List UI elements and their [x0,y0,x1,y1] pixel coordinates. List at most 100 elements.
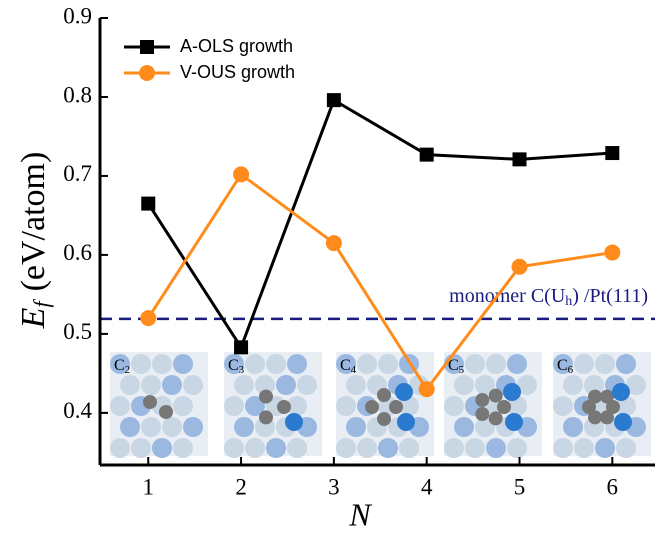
data-point [604,245,620,261]
inset-carbon [365,400,379,414]
data-point [141,197,155,211]
y-tick-label: 0.4 [63,398,92,423]
inset-atom [454,417,474,437]
inset-carbon [588,390,602,404]
inset-atom [595,354,615,374]
inset-atom [110,396,130,416]
legend-marker [139,65,155,81]
inset-atom [595,438,615,458]
data-point [327,93,341,107]
inset-atom [131,438,151,458]
reference-label-post: ) /Pt(111) [572,284,648,306]
inset-atom [245,354,265,374]
y-tick-label: 0.9 [63,3,92,28]
reference-label: monomer C(Uh) /Pt(111) [449,284,648,309]
y-tick-label: 0.6 [63,240,92,265]
inset-atom [454,375,474,395]
inset-label-sub: 6 [568,364,574,376]
page: {"chart_data": {"type": "line", "x_label… [0,0,655,540]
inset-label-sub: 3 [239,364,245,376]
inset-n [285,413,303,431]
series-line [148,100,612,347]
inset-carbon [277,400,291,414]
inset-atom [563,375,583,395]
inset-atom [173,438,193,458]
inset-n [612,383,630,401]
inset-carbon [489,411,503,425]
inset-atom [399,438,419,458]
inset-atom [162,375,182,395]
inset-atom [346,417,366,437]
data-point [419,381,435,397]
inset-atom [183,375,203,395]
inset-atom [245,438,265,458]
legend-label: V-OUS growth [180,62,295,82]
inset-atom [616,354,636,374]
y-label-main: E [15,307,52,329]
y-tick-label: 0.8 [63,82,92,107]
inset-atom [173,354,193,374]
inset-atom [574,354,594,374]
x-axis-label: N [348,496,372,532]
reference-label-sub: h [565,294,572,309]
reference-label-pre: monomer C(U [449,284,566,306]
inset-atom [336,396,356,416]
x-tick-label: 3 [328,474,340,499]
inset-atom [297,375,317,395]
inset-atom [486,354,506,374]
inset-label-sub: 5 [459,364,465,376]
inset-carbon [489,389,503,403]
data-point [420,148,434,162]
data-point [326,235,342,251]
inset-atom [173,396,193,416]
inset-carbon [600,390,614,404]
inset-atom [553,396,573,416]
inset-atom [357,438,377,458]
inset-carbon [600,410,614,424]
legend-label: A-OLS growth [180,36,293,56]
inset-atom [234,417,254,437]
inset-atom [507,354,527,374]
inset-n [505,413,523,431]
inset-atom [120,375,140,395]
inset-atom [444,396,464,416]
data-point [511,259,527,275]
inset-atom [110,438,130,458]
inset-atom [507,438,527,458]
x-tick-label: 5 [514,474,526,499]
inset-carbon [475,393,489,407]
inset-atom [131,354,151,374]
y-label-sub: f [29,299,54,308]
inset-label-base: C [340,357,351,374]
inset-atom [141,417,161,437]
inset-n [397,413,415,431]
inset-carbon [377,412,391,426]
x-tick-label: 6 [607,474,619,499]
data-point [233,166,249,182]
inset-n [503,383,521,401]
inset-atom [224,438,244,458]
inset-atom [141,375,161,395]
legend-marker [140,40,154,54]
inset-carbon [259,410,273,424]
data-point [234,340,248,354]
inset-carbon [389,400,403,414]
inset-carbon [159,405,173,419]
chart: C2C3C4C5C6 N Ef(eV/atom) monomer C(Uh) /… [0,0,655,540]
inset-atom [486,438,506,458]
data-point [512,152,526,166]
y-label-unit: (eV/atom) [15,152,52,292]
inset-atom [152,438,172,458]
inset-label-base: C [114,357,125,374]
inset-n [614,413,632,431]
inset-atom [378,354,398,374]
inset-atom [183,417,203,437]
inset-label-base: C [228,357,239,374]
inset-label-sub: 2 [125,364,131,376]
inset-atom [336,438,356,458]
x-tick-label: 1 [143,474,155,499]
inset-atom [465,438,485,458]
inset-atom [234,375,254,395]
data-point [140,310,156,326]
